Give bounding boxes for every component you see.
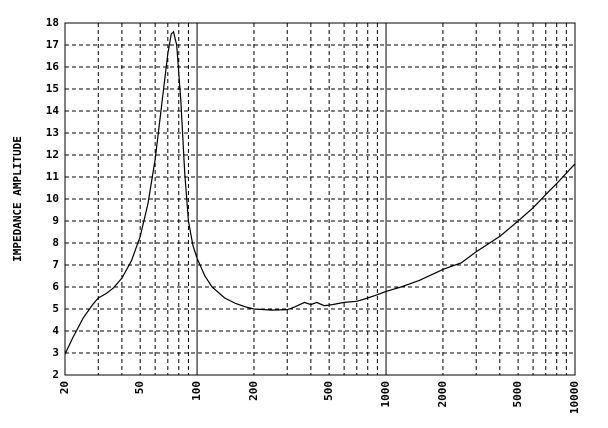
y-tick-label: 16	[46, 60, 60, 73]
y-tick-label: 5	[52, 302, 59, 315]
x-tick-label: 1000	[379, 381, 392, 408]
y-tick-label: 4	[52, 324, 59, 337]
y-tick-label: 10	[46, 192, 59, 205]
y-axis-label: IMPEDANCE AMPLITUDE	[11, 136, 24, 262]
y-tick-label: 17	[46, 38, 59, 51]
x-tick-label: 100	[190, 381, 203, 401]
y-tick-label: 3	[52, 346, 59, 359]
x-tick-label: 5000	[511, 381, 524, 408]
y-tick-label: 7	[52, 258, 59, 271]
y-tick-label: 18	[46, 16, 59, 29]
y-tick-label: 14	[46, 104, 60, 117]
x-tick-label: 10000	[568, 381, 581, 414]
y-tick-label: 15	[46, 82, 59, 95]
y-tick-label: 12	[46, 148, 59, 161]
impedance-curve	[64, 30, 576, 355]
y-tick-label: 2	[52, 368, 59, 381]
y-tick-label: 6	[52, 280, 59, 293]
y-tick-label: 8	[52, 236, 59, 249]
x-tick-label: 20	[58, 381, 71, 394]
x-tick-label: 50	[133, 381, 146, 394]
plot-frame	[64, 22, 576, 376]
y-tick-label: 9	[52, 214, 59, 227]
x-tick-label: 200	[247, 381, 260, 401]
y-tick-label: 13	[46, 126, 59, 139]
x-tick-label: 2000	[436, 381, 449, 408]
y-tick-label: 11	[46, 170, 60, 183]
x-tick-label: 500	[322, 381, 335, 401]
